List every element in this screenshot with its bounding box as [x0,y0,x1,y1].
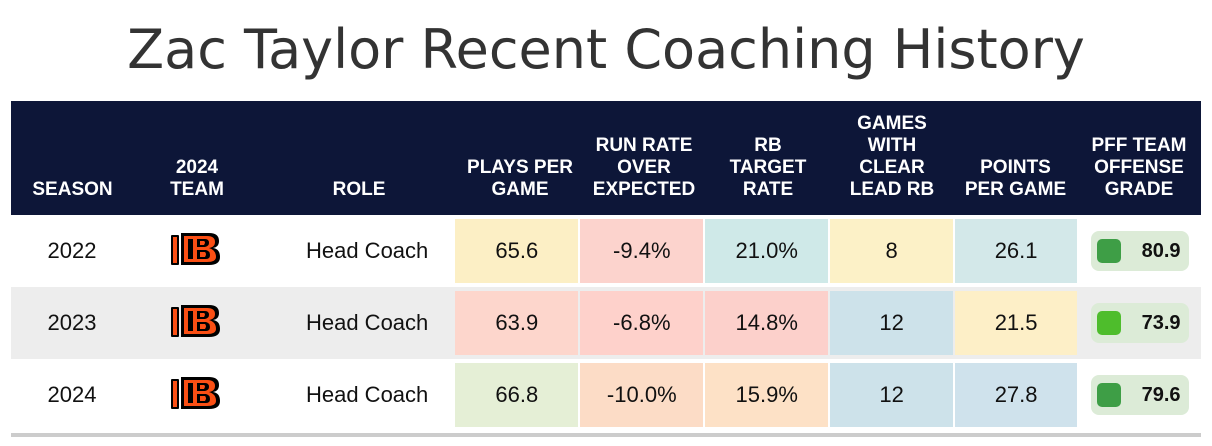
grade-badge: 80.9 [1090,231,1189,271]
points-per-game-cell: 21.5 [955,291,1078,355]
rb-target-rate-cell: 14.8% [705,291,829,355]
grade-indicator [1096,311,1121,335]
header-season: SEASON [32,179,113,200]
season-cell: 2023 [47,310,97,335]
points-per-game-cell: 26.1 [955,219,1078,283]
role-cell: Head Coach [305,310,429,335]
games-clear-lead-rb-cell: 8 [830,219,954,283]
season-cell: 2024 [47,382,97,407]
header-team: 2024 TEAM [170,157,224,200]
header-plays-per-game: PLAYS PER GAME [467,157,573,200]
table-row: 2023 Head Coach 63.9 -6.8% 14.8% 12 [11,287,1201,359]
header-games-clear-lead-rb: GAMES WITH CLEAR LEAD RB [849,113,935,200]
bengals-logo-icon [169,301,221,345]
team-cell [133,215,258,287]
run-rate-over-expected-cell: -6.8% [580,291,704,355]
table-row: 2024 Head Coach 66.8 -10.0% 15.9% 12 [11,359,1201,431]
grade-badge: 73.9 [1090,303,1189,343]
pff-grade-cell: 73.9 [1078,287,1201,359]
season-cell: 2022 [47,238,97,263]
grade-indicator [1096,239,1121,263]
run-rate-over-expected-cell: -9.4% [580,219,704,283]
header-role: ROLE [332,179,386,200]
team-cell [133,287,258,359]
coaching-history-table: SEASON 2024 TEAM ROLE PLAYS PER GAME RUN… [11,101,1201,431]
rb-target-rate-cell: 15.9% [705,363,829,427]
grade-value: 80.9 [1141,239,1181,262]
grade-value: 73.9 [1141,311,1181,334]
role-cell: Head Coach [305,382,429,407]
pff-grade-cell: 79.6 [1078,359,1201,431]
table-bottom-rule [11,433,1201,437]
grade-indicator [1096,383,1121,407]
plays-per-game-cell: 65.6 [455,219,579,283]
games-clear-lead-rb-cell: 12 [830,291,954,355]
grade-badge: 79.6 [1090,375,1189,415]
plays-per-game-cell: 66.8 [455,363,579,427]
header-run-rate-over-expected: RUN RATE OVER EXPECTED [592,135,696,200]
games-clear-lead-rb-cell: 12 [830,363,954,427]
table-header: SEASON 2024 TEAM ROLE PLAYS PER GAME RUN… [11,101,1201,215]
header-pff-grade: PFF TEAM OFFENSE GRADE [1091,135,1187,200]
pff-grade-cell: 80.9 [1078,215,1201,287]
bengals-logo-icon [169,229,221,273]
bengals-logo-icon [169,373,221,417]
table-row: 2022 Head Coach 65.6 -9.4% 21.0% 8 [11,215,1201,287]
role-cell: Head Coach [305,238,429,263]
run-rate-over-expected-cell: -10.0% [580,363,704,427]
header-rb-target-rate: RB TARGET RATE [729,135,807,200]
page-title: Zac Taylor Recent Coaching History [127,18,1085,81]
grade-value: 79.6 [1141,383,1181,406]
points-per-game-cell: 27.8 [955,363,1078,427]
team-cell [133,359,258,431]
plays-per-game-cell: 63.9 [455,291,579,355]
rb-target-rate-cell: 21.0% [705,219,829,283]
table-body: 2022 Head Coach 65.6 -9.4% 21.0% 8 [11,215,1201,431]
header-points-per-game: POINTS PER GAME [964,157,1067,200]
